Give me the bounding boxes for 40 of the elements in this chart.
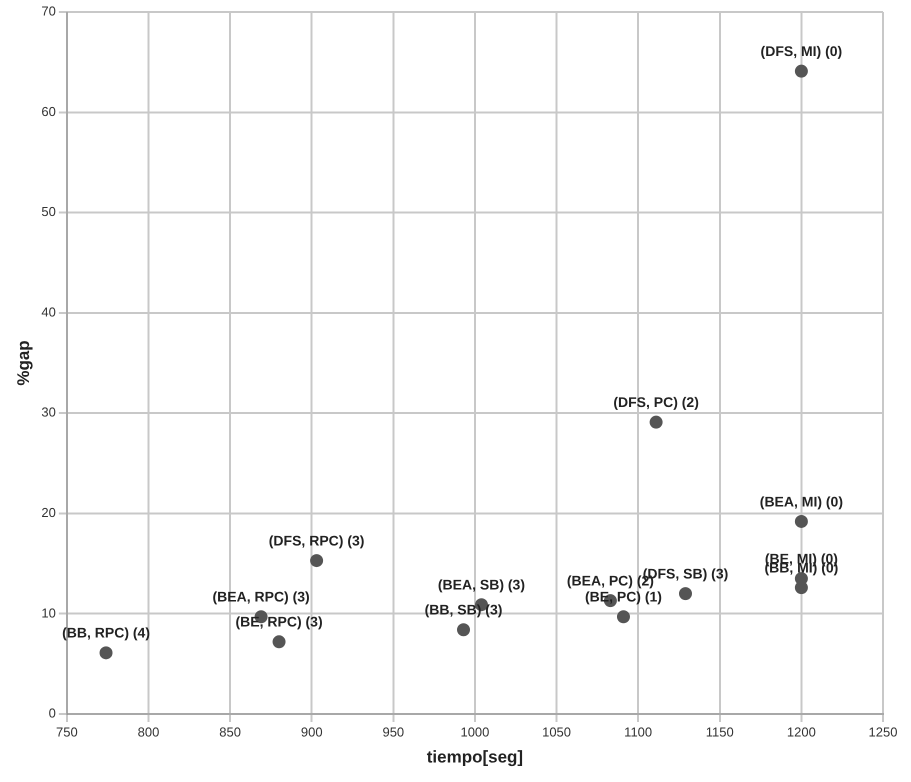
point — [650, 416, 663, 429]
annotation: (BB, SB) (3) — [424, 602, 502, 618]
x-axis-title: tiempo[seg] — [426, 747, 524, 766]
point — [100, 646, 113, 660]
x-tick-label: 1050 — [542, 724, 572, 740]
y-tick-label: 20 — [41, 505, 56, 520]
point — [457, 623, 470, 636]
point — [794, 581, 808, 594]
point — [678, 587, 692, 600]
x-tick-label: 750 — [56, 724, 78, 740]
annotation: (DFS, PC) (2) — [613, 394, 699, 410]
annotation: (DFS, RPC) (3) — [268, 532, 364, 548]
annotation: (DFS, MI) (0) — [760, 43, 842, 60]
x-tick-label: 1250 — [868, 724, 898, 740]
annotation: (BEA, RPC) (3) — [212, 588, 310, 605]
y-tick-label: 70 — [41, 4, 56, 19]
x-tick-label: 1000 — [460, 724, 490, 740]
x-tick-label: 950 — [382, 724, 404, 740]
x-tick-label: 900 — [300, 724, 323, 740]
annotation: (BEA, MI) (0) — [760, 493, 843, 510]
y-tick-label: 0 — [48, 706, 56, 721]
point — [310, 554, 324, 568]
point — [272, 635, 286, 648]
x-tick-label: 800 — [138, 724, 160, 740]
annotation: (BE, RPC) (3) — [235, 614, 323, 630]
point — [616, 610, 630, 624]
y-tick-label: 40 — [41, 304, 56, 320]
annotation: (BB, RPC) (4) — [62, 624, 150, 641]
annotation: (BEA, SB) (3) — [438, 576, 526, 593]
x-tick-label: 850 — [219, 724, 241, 740]
y-tick-label: 30 — [41, 404, 56, 420]
point — [794, 64, 808, 78]
x-tick-label: 1100 — [624, 724, 652, 740]
y-tick-label: 60 — [41, 104, 56, 119]
y-tick-label: 10 — [41, 605, 56, 620]
x-tick-label: 1150 — [706, 724, 734, 740]
y-tick-label: 50 — [41, 204, 56, 220]
x-tick-label: 1200 — [786, 724, 816, 740]
y-axis-title: %gap — [14, 340, 33, 386]
point — [794, 514, 808, 528]
